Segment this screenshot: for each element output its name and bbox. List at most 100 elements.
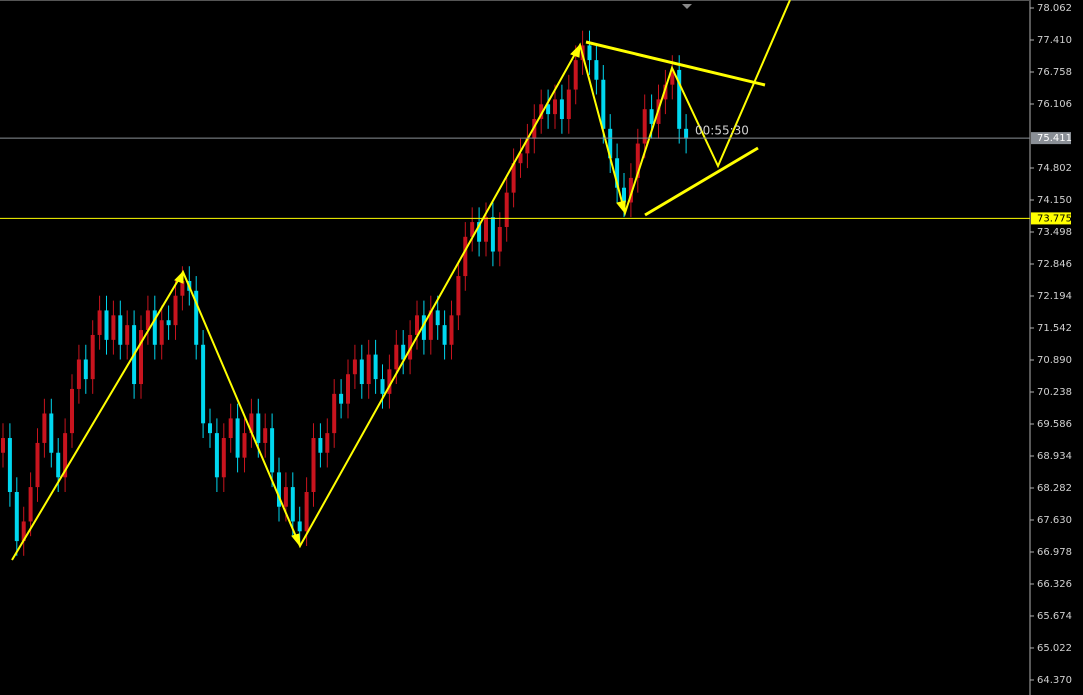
y-tick-label: 72.846	[1037, 259, 1072, 270]
candle-body	[601, 79, 606, 129]
candle-body	[401, 344, 406, 360]
y-tick-label: 77.410	[1037, 35, 1072, 46]
y-tick-label: 74.150	[1037, 195, 1072, 206]
candle-body	[442, 325, 447, 345]
candle-body	[497, 226, 502, 252]
price-label-box	[1031, 132, 1071, 145]
candle-body	[484, 217, 488, 242]
candle-body	[56, 452, 61, 478]
candle-body	[504, 192, 509, 227]
candle-body	[435, 310, 440, 326]
y-tick-label: 70.890	[1037, 355, 1072, 366]
y-tick-label: 72.194	[1037, 291, 1072, 302]
price-label: 73.775	[1037, 213, 1072, 224]
candle-body	[415, 315, 419, 335]
candle-body	[594, 60, 599, 80]
candle-body	[490, 217, 495, 252]
y-tick-label: 71.542	[1037, 323, 1072, 334]
zigzag	[11, 0, 791, 561]
candle-body	[194, 290, 199, 345]
candle-body	[615, 158, 620, 188]
candle-body	[125, 325, 130, 345]
candle-body	[83, 359, 88, 380]
candle-body	[283, 487, 288, 507]
candle-body	[173, 295, 178, 326]
arrow-head	[174, 270, 184, 284]
candle-body	[263, 428, 268, 443]
trend-line	[585, 40, 766, 87]
trend-line	[644, 146, 759, 217]
candle-body	[359, 359, 364, 385]
candle-body	[449, 315, 454, 345]
candle-body	[456, 276, 461, 316]
arrow-head	[570, 43, 581, 58]
candle-body	[387, 369, 392, 394]
candle-body	[622, 187, 626, 203]
candle-body	[539, 104, 544, 120]
candle-body	[7, 438, 12, 493]
candle-body	[394, 344, 399, 370]
candle-body	[380, 379, 385, 394]
y-tick-label: 73.498	[1037, 227, 1072, 238]
candle-body	[366, 354, 371, 385]
y-tick-label: 66.978	[1037, 547, 1072, 558]
y-tick-label: 76.106	[1037, 99, 1072, 110]
candle-body	[677, 69, 682, 129]
candle-body	[290, 487, 295, 522]
y-tick-label: 69.586	[1037, 419, 1072, 430]
candle-body	[649, 109, 654, 124]
candle-body	[670, 69, 675, 85]
candle-body	[76, 359, 81, 389]
candle-body	[304, 492, 309, 532]
candle-body	[511, 163, 516, 193]
y-tick-label: 66.326	[1037, 579, 1072, 590]
y-tick-label: 65.674	[1037, 611, 1072, 622]
candle-body	[463, 236, 468, 277]
candle-body	[221, 438, 226, 478]
candle-body	[608, 128, 613, 159]
candle-body	[373, 354, 378, 380]
candle-body	[559, 99, 564, 120]
candle-body	[546, 104, 551, 115]
candle-body	[663, 84, 668, 100]
candle-body	[573, 60, 578, 90]
price-label: 75.411	[1037, 133, 1072, 144]
candle-body	[270, 428, 275, 473]
y-tick-label: 78.062	[1037, 3, 1072, 14]
candle-body	[1, 438, 5, 453]
candle-body	[214, 433, 219, 478]
candle-body	[553, 99, 557, 115]
y-tick-label: 68.934	[1037, 451, 1072, 462]
candle-body	[566, 89, 571, 120]
candle-body	[628, 177, 633, 203]
candle-body	[352, 359, 357, 375]
candle-body	[421, 315, 426, 340]
timer: 00:55:30	[695, 124, 749, 138]
candle-body	[28, 487, 33, 522]
candle-body	[339, 393, 344, 404]
candle-body	[470, 222, 475, 237]
candle-body	[635, 143, 640, 178]
candle-body	[332, 393, 337, 434]
candle-body	[201, 344, 206, 424]
candle-body	[642, 109, 647, 144]
candle-body	[111, 315, 116, 340]
candle-body	[97, 310, 102, 335]
price-axis	[1030, 0, 1083, 695]
y-tick-label: 74.802	[1037, 163, 1072, 174]
candle-body	[428, 310, 433, 340]
scroll-marker	[682, 4, 692, 9]
y-tick-label: 64.370	[1037, 675, 1072, 686]
candle-body	[325, 433, 330, 453]
candle-body	[49, 413, 54, 453]
arrow-head	[616, 200, 626, 215]
candle-body	[21, 521, 26, 542]
candle-body	[235, 418, 240, 458]
candle-body	[63, 433, 68, 478]
y-tick-label: 67.630	[1037, 515, 1072, 526]
annotations	[11, 0, 791, 561]
y-tick-label: 70.238	[1037, 387, 1072, 398]
candle-body	[152, 310, 157, 345]
